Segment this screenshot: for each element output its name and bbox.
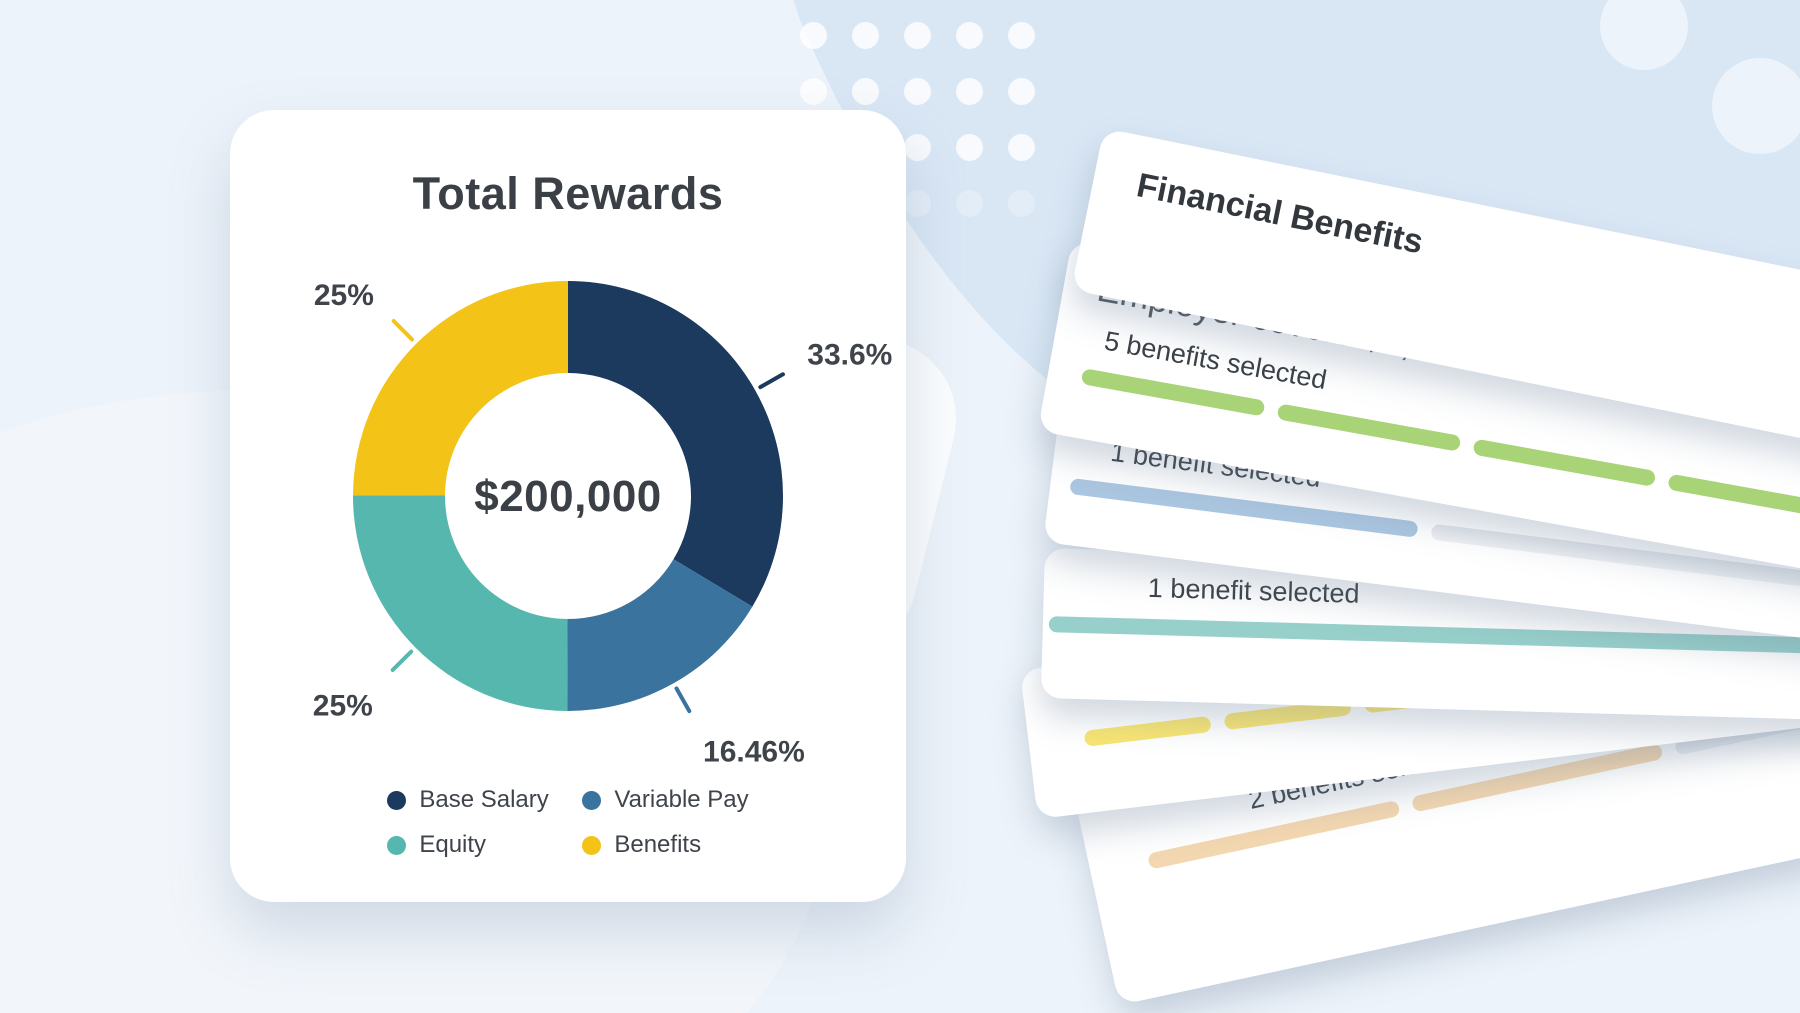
bar-segment xyxy=(1048,616,1800,668)
legend-label: Base Salary xyxy=(419,786,549,813)
legend-label: Benefits xyxy=(614,831,702,858)
card-title: Total Rewards xyxy=(412,168,724,219)
bar-segment xyxy=(1667,473,1800,523)
decor-dot xyxy=(956,78,983,105)
decor-dot xyxy=(1008,22,1035,49)
donut-chart: 33.6% 16.46% 25% 25% $200,000 xyxy=(230,224,906,790)
slice-callout-line xyxy=(758,372,785,390)
legend-dot-base-salary xyxy=(387,790,407,810)
legend-label: Equity xyxy=(419,831,487,858)
legend-dot-variable-pay xyxy=(582,790,602,810)
donut-center-value: $200,000 xyxy=(474,472,662,521)
decor-dot xyxy=(956,190,983,217)
slice-percent-label: 16.46% xyxy=(703,736,805,769)
decor-dot xyxy=(852,22,879,49)
legend-item-equity: Equity xyxy=(387,831,552,859)
legend-item-benefits: Benefits xyxy=(582,831,748,859)
legend-item-base-salary: Base Salary xyxy=(387,786,552,814)
slice-percent-label: 25% xyxy=(314,279,374,312)
decor-dot xyxy=(852,78,879,105)
benefits-progress-bar xyxy=(1048,616,1800,674)
bar-segment xyxy=(1083,715,1212,747)
donut-slice-base-salary xyxy=(568,281,784,607)
donut-slice-equity xyxy=(352,495,568,711)
decor-dot xyxy=(1008,78,1035,105)
decor-dot xyxy=(1008,190,1035,217)
legend-dot-benefits xyxy=(582,835,602,855)
slice-callout-line xyxy=(674,686,692,714)
total-rewards-card: Total Rewards 33.6% 16.46% 25% 25% $200,000… xyxy=(230,110,906,902)
decor-dot xyxy=(904,190,931,217)
chart-legend: Base Salary Variable Pay Equity Benefits xyxy=(230,786,906,859)
legend-label: Variable Pay xyxy=(614,786,749,813)
slice-callout-line xyxy=(391,319,415,342)
slice-percent-label: 25% xyxy=(313,690,373,723)
decor-dot xyxy=(1008,134,1035,161)
decor-dot xyxy=(904,22,931,49)
decor-dot xyxy=(800,78,827,105)
slice-callout-line xyxy=(390,649,414,672)
donut-slice-benefits xyxy=(353,281,568,496)
decor-dot xyxy=(956,22,983,49)
legend-item-variable-pay: Variable Pay xyxy=(582,786,749,814)
decor-circle xyxy=(1600,0,1688,70)
decor-dot xyxy=(904,134,931,161)
decor-dot xyxy=(904,78,931,105)
legend-dot-equity xyxy=(387,835,407,855)
decor-dot xyxy=(956,134,983,161)
decor-circle xyxy=(1712,58,1800,154)
decor-dot xyxy=(800,22,827,49)
donut-svg: 33.6% 16.46% 25% 25% xyxy=(313,279,893,769)
slice-percent-label: 33.6% xyxy=(807,339,892,372)
donut-slice-variable-pay xyxy=(567,559,753,711)
